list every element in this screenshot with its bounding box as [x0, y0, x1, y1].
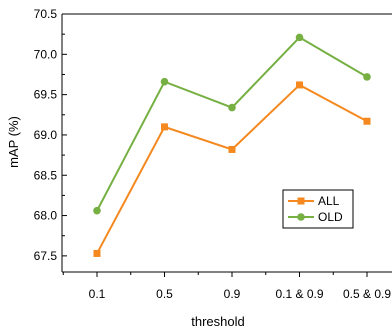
- legend-marker-all: [297, 197, 305, 205]
- x-tick-label: 0.1 & 0.9: [275, 287, 323, 301]
- y-axis-label: mAP (%): [6, 116, 21, 168]
- legend: ALL OLD: [282, 189, 354, 229]
- series-layer: [93, 33, 371, 257]
- y-tick-label: 70.5: [34, 7, 58, 21]
- y-tick-label: 68.5: [34, 168, 58, 182]
- data-point-all: [296, 81, 303, 89]
- legend-label-all: ALL: [318, 194, 340, 208]
- data-point-old: [160, 77, 169, 86]
- y-tick-label: 69.0: [34, 128, 58, 142]
- x-tick-label: 0.5 & 0.9: [343, 287, 391, 301]
- y-tick-label: 68.0: [34, 209, 58, 223]
- y-axis: 67.5 68.0 68.5 69.0 69.5 70.0 70.5: [34, 7, 67, 263]
- series-line-old: [96, 36, 368, 212]
- data-point-all: [363, 117, 371, 125]
- data-point-all: [228, 145, 236, 153]
- x-tick-label: 0.1: [89, 287, 106, 301]
- legend-box: [282, 189, 354, 229]
- y-tick-label: 69.5: [34, 88, 58, 102]
- data-point-all: [161, 123, 168, 131]
- data-point-old: [363, 73, 371, 81]
- data-point-old: [93, 206, 101, 215]
- x-axis-label: threshold: [191, 314, 244, 329]
- data-point-all: [93, 249, 101, 257]
- y-tick-label: 70.0: [34, 47, 58, 61]
- data-point-old: [295, 33, 304, 42]
- data-point-old: [228, 103, 236, 112]
- x-tick-label: 0.5: [156, 287, 173, 301]
- x-tick-label: 0.9: [224, 287, 241, 301]
- y-tick-label: 67.5: [34, 249, 58, 263]
- x-axis: 0.1 0.5 0.9 0.1 & 0.9 0.5 & 0.9: [62, 272, 391, 301]
- plot-frame: [61, 13, 392, 273]
- legend-marker-old: [297, 213, 305, 221]
- legend-label-old: OLD: [318, 210, 343, 224]
